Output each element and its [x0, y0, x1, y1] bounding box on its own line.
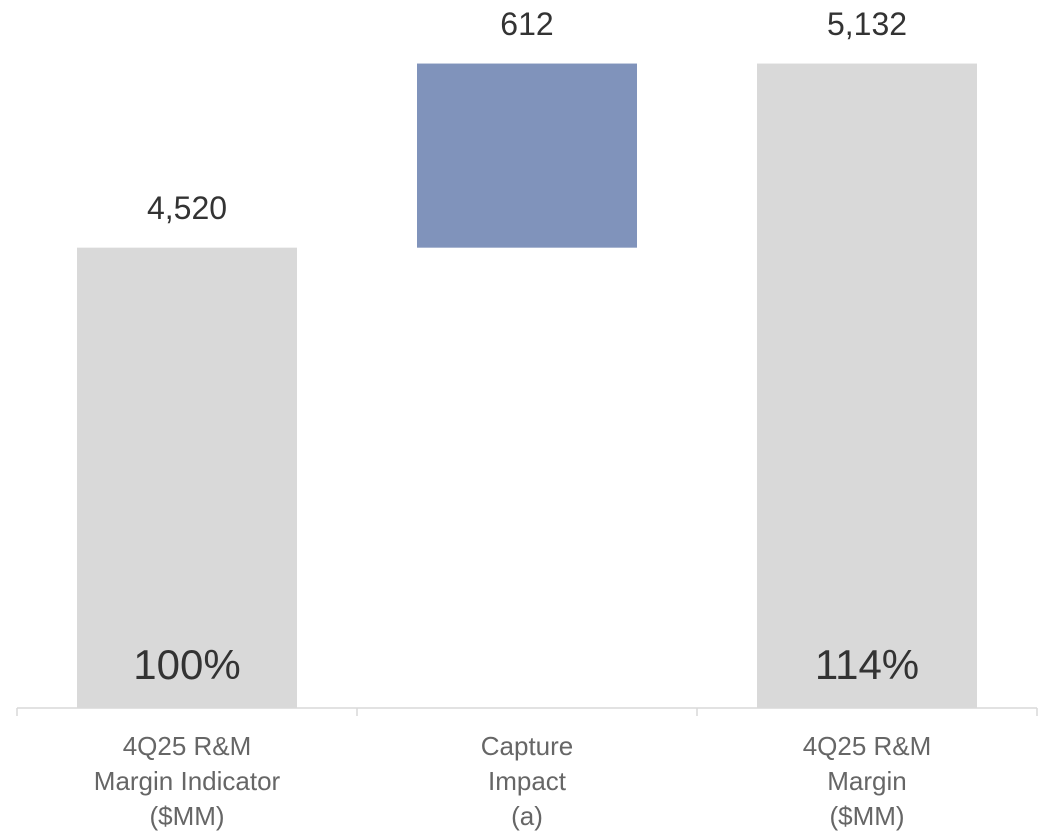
value-label: 612 [500, 6, 553, 42]
bar [77, 247, 297, 708]
x-tick-label: (a) [511, 801, 543, 831]
percent-label: 100% [133, 641, 240, 688]
x-tick-label: 4Q25 R&M [123, 731, 252, 761]
x-tick-label: Margin Indicator [94, 766, 281, 796]
percent-label: 114% [815, 641, 919, 688]
x-tick-label: Capture [481, 731, 574, 761]
x-tick-label: Margin [827, 766, 906, 796]
value-label: 4,520 [147, 190, 227, 226]
x-tick-label: ($MM) [829, 801, 904, 831]
bar [417, 63, 637, 248]
x-tick-label: Impact [488, 766, 567, 796]
x-tick-label: ($MM) [149, 801, 224, 831]
bar [757, 63, 977, 708]
x-tick-label: 4Q25 R&M [803, 731, 932, 761]
value-label: 5,132 [827, 6, 907, 42]
